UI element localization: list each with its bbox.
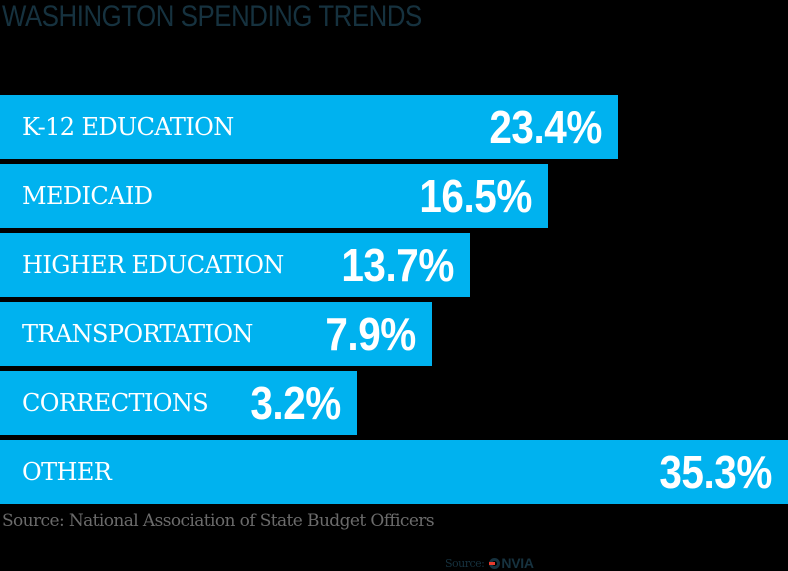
- bar-other: OTHER 35.3%: [0, 440, 788, 504]
- bar-label: K-12 EDUCATION: [22, 113, 234, 141]
- bar-value: 7.9%: [325, 308, 416, 360]
- credit: Source: NVIA: [445, 555, 534, 571]
- bar-higher-education: HIGHER EDUCATION 13.7%: [0, 233, 470, 297]
- logo-text: NVIA: [501, 555, 534, 571]
- bar-value: 23.4%: [489, 101, 602, 153]
- onvia-logo: NVIA: [489, 555, 534, 571]
- bar-label: OTHER: [22, 458, 112, 486]
- bar-value: 3.2%: [250, 377, 341, 429]
- bar-medicaid: MEDICAID 16.5%: [0, 164, 548, 228]
- bar-k12-education: K-12 EDUCATION 23.4%: [0, 95, 618, 159]
- bar-value: 35.3%: [659, 446, 772, 498]
- bar-label: TRANSPORTATION: [22, 320, 253, 348]
- logo-mark-icon: [489, 557, 501, 569]
- credit-label: Source:: [445, 556, 485, 570]
- bar-transportation: TRANSPORTATION 7.9%: [0, 302, 432, 366]
- bar-label: HIGHER EDUCATION: [22, 251, 284, 279]
- chart-title: WASHINGTON SPENDING TRENDS: [2, 0, 422, 33]
- bar-value: 16.5%: [419, 170, 532, 222]
- source-note: Source: National Association of State Bu…: [2, 511, 435, 531]
- bar-label: CORRECTIONS: [22, 389, 209, 417]
- bar-label: MEDICAID: [22, 182, 153, 210]
- bar-corrections: CORRECTIONS 3.2%: [0, 371, 357, 435]
- bar-value: 13.7%: [341, 239, 454, 291]
